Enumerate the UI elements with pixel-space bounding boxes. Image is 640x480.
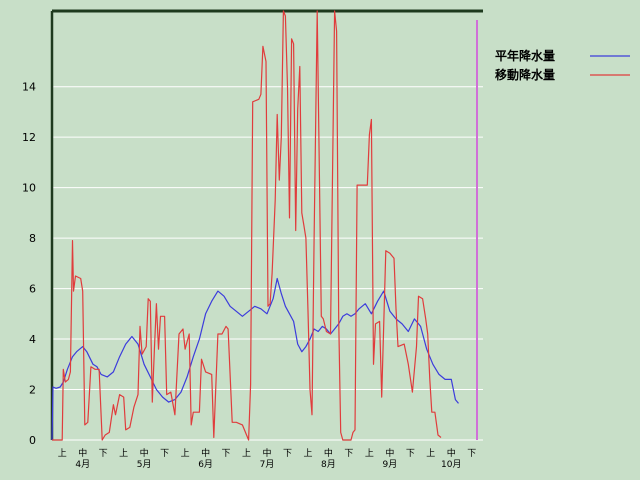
axes: [50, 9, 483, 441]
y-tick-label-4: 4: [29, 333, 36, 346]
series-line-1: [52, 10, 442, 441]
series-lines: [51, 10, 459, 441]
x-tick-dekad-14: 下: [344, 449, 353, 459]
y-tick-labels: 0 2 4 6 8 10 12 14: [22, 81, 36, 447]
y-tick-label-10: 10: [22, 182, 36, 195]
x-tick-dekad-8: 下: [222, 449, 231, 459]
x-tick-dekad-18: 上: [426, 448, 435, 459]
x-tick-dekad-16: 中: [385, 447, 394, 459]
x-tick-dekad-7: 中: [201, 447, 210, 459]
x-tick-month-4: 4月: [75, 459, 90, 470]
legend-label-0: 平年降水量: [495, 48, 555, 63]
x-tick-dekad-12: 上: [303, 448, 312, 459]
x-tick-dekad-13: 中: [324, 447, 333, 459]
x-tick-labels: 上中下4月上中下5月上中下6月上中下7月上中下8月上中下9月上中下10月: [58, 447, 477, 470]
x-tick-dekad-10: 中: [262, 447, 271, 459]
x-tick-month-8: 8月: [321, 459, 336, 470]
y-tick-label-0: 0: [29, 434, 36, 447]
x-tick-dekad-1: 中: [78, 447, 87, 459]
x-tick-dekad-11: 下: [283, 449, 292, 459]
x-tick-dekad-20: 下: [467, 449, 476, 459]
x-tick-dekad-0: 上: [58, 448, 67, 459]
series-line-0: [51, 277, 459, 441]
x-tick-month-7: 7月: [260, 459, 275, 470]
y-tick-label-6: 6: [29, 283, 36, 296]
x-tick-dekad-3: 上: [119, 448, 128, 459]
x-tick-dekad-2: 下: [99, 449, 108, 459]
x-tick-dekad-4: 中: [140, 447, 149, 459]
x-tick-month-5: 5月: [137, 459, 152, 470]
y-tick-label-2: 2: [29, 384, 36, 397]
y-tick-label-14: 14: [22, 81, 36, 94]
x-tick-dekad-19: 中: [447, 447, 456, 459]
x-tick-dekad-5: 下: [160, 449, 169, 459]
x-tick-dekad-15: 上: [365, 448, 374, 459]
y-tick-label-12: 12: [22, 131, 36, 144]
x-tick-month-6: 6月: [198, 459, 213, 470]
legend-label-1: 移動降水量: [495, 67, 555, 82]
y-tick-label-8: 8: [29, 232, 36, 245]
x-tick-dekad-6: 上: [181, 448, 190, 459]
x-tick-dekad-17: 下: [406, 449, 415, 459]
x-tick-month-9: 9月: [382, 459, 397, 470]
x-tick-month-10: 10月: [441, 459, 461, 470]
x-tick-dekad-9: 上: [242, 448, 251, 459]
